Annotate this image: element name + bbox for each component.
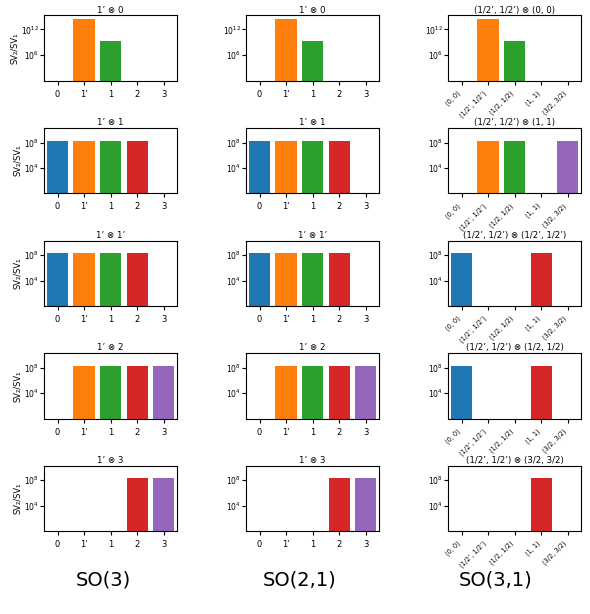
- Bar: [355, 366, 376, 614]
- Bar: [504, 41, 525, 614]
- Bar: [530, 478, 552, 614]
- Y-axis label: SV₂/SV₁: SV₂/SV₁: [14, 145, 22, 176]
- Bar: [100, 253, 122, 614]
- Y-axis label: SV₂/SV₁: SV₂/SV₁: [14, 483, 22, 514]
- Bar: [127, 253, 148, 614]
- Bar: [477, 19, 499, 614]
- Bar: [127, 478, 148, 614]
- Bar: [127, 366, 148, 614]
- Bar: [329, 478, 350, 614]
- Bar: [127, 141, 148, 614]
- Title: (1/2’, 1/2’) ⊗ (3/2, 3/2): (1/2’, 1/2’) ⊗ (3/2, 3/2): [466, 456, 563, 465]
- Bar: [530, 253, 552, 614]
- Title: (1/2’, 1/2’) ⊗ (1/2’, 1/2’): (1/2’, 1/2’) ⊗ (1/2’, 1/2’): [463, 231, 566, 239]
- Text: SO(2,1): SO(2,1): [263, 571, 336, 589]
- Text: SO(3,1): SO(3,1): [459, 571, 532, 589]
- Y-axis label: SV₂/SV₁: SV₂/SV₁: [10, 33, 19, 64]
- Bar: [276, 366, 297, 614]
- Bar: [100, 41, 122, 614]
- Bar: [276, 253, 297, 614]
- Bar: [329, 366, 350, 614]
- Bar: [329, 141, 350, 614]
- Bar: [276, 19, 297, 614]
- Bar: [302, 141, 323, 614]
- Bar: [100, 141, 122, 614]
- Title: (1/2’, 1/2’) ⊗ (0, 0): (1/2’, 1/2’) ⊗ (0, 0): [474, 6, 555, 15]
- Bar: [329, 253, 350, 614]
- Title: (1/2’, 1/2’) ⊗ (1/2, 1/2): (1/2’, 1/2’) ⊗ (1/2, 1/2): [466, 343, 563, 352]
- Bar: [100, 366, 122, 614]
- Title: 1’ ⊗ 0: 1’ ⊗ 0: [97, 6, 124, 15]
- Title: 1’ ⊗ 2: 1’ ⊗ 2: [97, 343, 124, 352]
- Title: 1’ ⊗ 1’: 1’ ⊗ 1’: [298, 231, 327, 239]
- Text: SO(3): SO(3): [76, 571, 131, 589]
- Title: 1’ ⊗ 3: 1’ ⊗ 3: [300, 456, 326, 465]
- Bar: [477, 141, 499, 614]
- Title: 1’ ⊗ 3: 1’ ⊗ 3: [97, 456, 124, 465]
- Bar: [249, 253, 270, 614]
- Bar: [302, 41, 323, 614]
- Bar: [74, 19, 95, 614]
- Title: 1’ ⊗ 0: 1’ ⊗ 0: [300, 6, 326, 15]
- Title: 1’ ⊗ 1’: 1’ ⊗ 1’: [96, 231, 125, 239]
- Bar: [504, 141, 525, 614]
- Title: 1’ ⊗ 2: 1’ ⊗ 2: [300, 343, 326, 352]
- Bar: [557, 141, 578, 614]
- Bar: [153, 478, 175, 614]
- Bar: [153, 366, 175, 614]
- Y-axis label: SV₂/SV₁: SV₂/SV₁: [14, 370, 22, 402]
- Bar: [47, 253, 68, 614]
- Bar: [451, 366, 472, 614]
- Bar: [276, 141, 297, 614]
- Bar: [249, 141, 270, 614]
- Bar: [302, 253, 323, 614]
- Title: 1’ ⊗ 1: 1’ ⊗ 1: [300, 118, 326, 127]
- Bar: [530, 366, 552, 614]
- Bar: [451, 253, 472, 614]
- Bar: [302, 366, 323, 614]
- Y-axis label: SV₂/SV₁: SV₂/SV₁: [14, 257, 22, 289]
- Bar: [74, 253, 95, 614]
- Bar: [355, 478, 376, 614]
- Bar: [74, 141, 95, 614]
- Title: 1’ ⊗ 1: 1’ ⊗ 1: [97, 118, 124, 127]
- Bar: [47, 141, 68, 614]
- Title: (1/2’, 1/2’) ⊗ (1, 1): (1/2’, 1/2’) ⊗ (1, 1): [474, 118, 555, 127]
- Bar: [74, 366, 95, 614]
